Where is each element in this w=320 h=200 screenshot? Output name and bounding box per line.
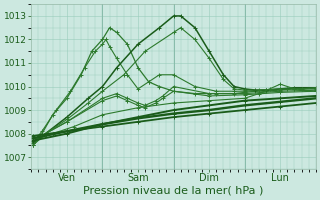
X-axis label: Pression niveau de la mer( hPa ): Pression niveau de la mer( hPa ) [84,186,264,196]
